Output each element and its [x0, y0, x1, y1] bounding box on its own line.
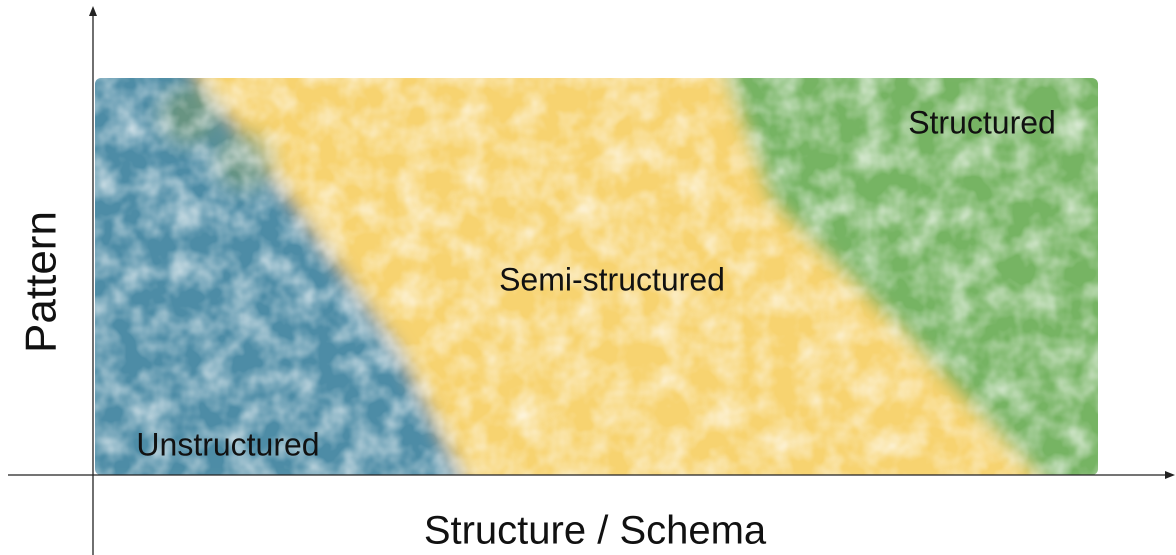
- region-label: Unstructured: [136, 426, 319, 462]
- y-axis-label: Pattern: [17, 211, 66, 353]
- x-axis-label: Structure / Schema: [424, 509, 767, 553]
- region-label: Semi-structured: [499, 261, 725, 297]
- page: Pattern Structure / Schema Unstructured …: [0, 0, 1176, 555]
- region-label: Structured: [908, 104, 1056, 140]
- diagram: Pattern Structure / Schema Unstructured …: [0, 0, 1176, 555]
